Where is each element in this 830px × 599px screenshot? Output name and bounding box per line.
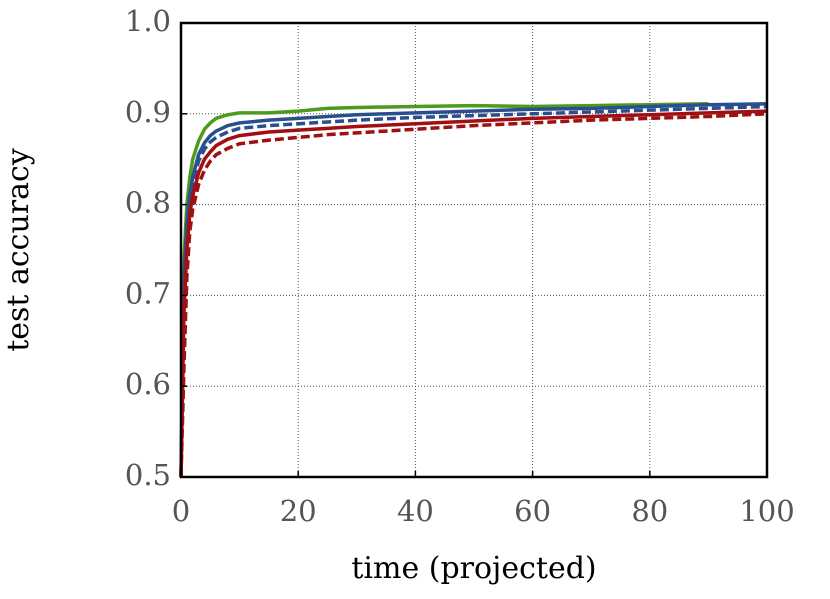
y-tick-label: 1.0 [125,4,171,38]
series-line [179,102,768,478]
plot-frame [179,21,769,479]
x-tick-label: 60 [514,494,551,528]
series-line [179,104,768,478]
x-tick-label: 80 [631,494,668,528]
lines [179,102,768,478]
y-tick-label: 0.8 [125,186,171,220]
y-tick-label: 0.5 [125,458,171,492]
y-tick-label: 0.6 [125,367,171,401]
y-axis-label: test accuracy [1,148,36,352]
y-tick-label: 0.9 [125,95,171,129]
x-tick-label: 100 [739,494,794,528]
y-tick-label: 0.7 [125,276,171,310]
x-tick-label: 0 [172,494,190,528]
grid [180,22,768,478]
series-line [179,112,768,478]
series-line [179,102,709,478]
x-tick-label: 40 [397,494,434,528]
x-tick-label: 20 [280,494,317,528]
x-axis-label: time (projected) [351,551,596,586]
series-line [179,109,768,478]
